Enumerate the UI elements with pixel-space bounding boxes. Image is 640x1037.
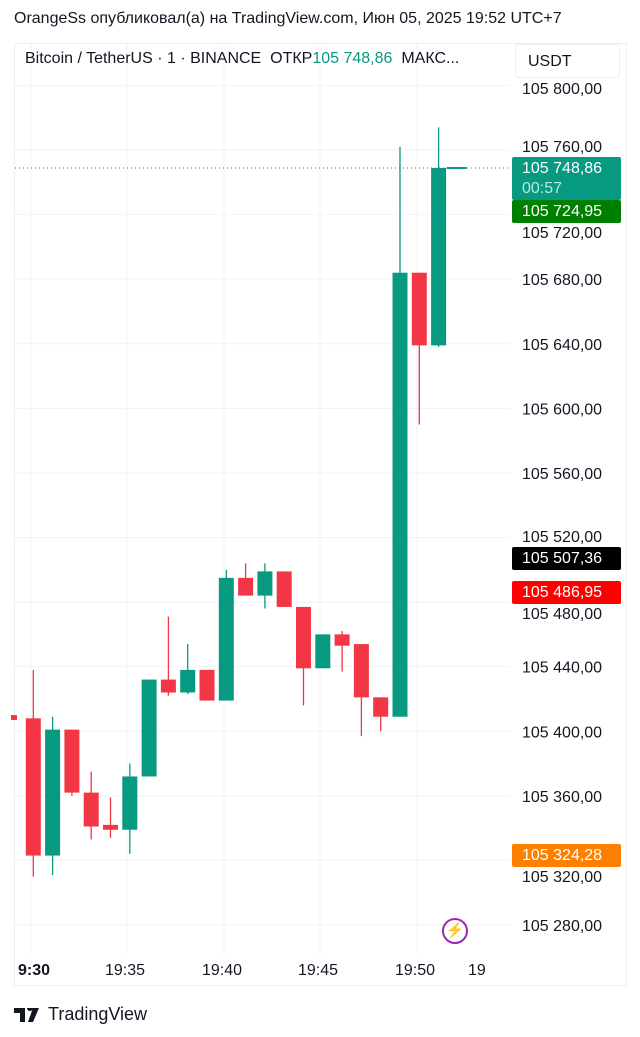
bid-badge: 105 724,95 (512, 200, 621, 223)
candle-body (180, 669, 196, 693)
symbol-legend[interactable]: Bitcoin / TetherUS · 1 · BINANCE ОТКР105… (25, 50, 459, 68)
y-tick-label: 105 360,00 (522, 789, 602, 806)
candle-body (334, 634, 350, 646)
x-tick-label: 9:30 (18, 962, 50, 979)
candle-body (45, 729, 61, 856)
candle-body (25, 718, 41, 856)
y-tick-label: 105 320,00 (522, 869, 602, 886)
candle-body (276, 571, 292, 607)
y-tick-label: 105 560,00 (522, 466, 602, 483)
brand-name: TradingView (48, 1004, 148, 1024)
publish-info: OrangeSs опубликовал(а) на TradingView.c… (14, 10, 562, 27)
candle-body (411, 272, 427, 346)
countdown: 00:57 (522, 180, 563, 197)
open-label: ОТКР (270, 50, 313, 67)
legend-more: МАКС... (401, 50, 460, 67)
candle-body (392, 272, 408, 717)
candle-body (218, 577, 234, 701)
last-price-badge: 105 748,86 00:57 (512, 157, 621, 200)
y-tick-label: 105 520,00 (522, 529, 602, 546)
y-tick-label: 105 800,00 (522, 81, 602, 98)
y-tick-label: 105 480,00 (522, 606, 602, 623)
x-tick-label: 19:35 (105, 962, 145, 979)
y-tick-label: 105 280,00 (522, 918, 602, 935)
candle-body (122, 776, 138, 830)
x-tick-label: 19:40 (202, 962, 242, 979)
candle-body (160, 679, 176, 693)
y-tick-label: 105 640,00 (522, 337, 602, 354)
candle-body (431, 167, 447, 346)
y-tick-label: 105 440,00 (522, 660, 602, 677)
x-tick-label: 19:45 (298, 962, 338, 979)
candle-body (373, 697, 389, 717)
price-badge-black: 105 507,36 (512, 547, 621, 570)
candle-body (315, 634, 331, 669)
candle-body (353, 644, 369, 698)
x-tick-label: 19 (468, 962, 486, 979)
candle-body (199, 669, 215, 701)
candle-body (296, 606, 311, 669)
y-tick-label: 105 400,00 (522, 724, 602, 741)
last-price: 105 748,86 (522, 160, 603, 177)
footer-logo: TradingView (14, 1004, 147, 1025)
candle-body (141, 679, 157, 777)
candle-body (238, 577, 254, 596)
price-badge-red: 105 486,95 (512, 581, 621, 604)
lightning-icon[interactable]: ⚡ (442, 918, 468, 944)
symbol-name: Bitcoin / TetherUS · 1 · BINANCE (25, 50, 262, 67)
y-tick-label: 105 600,00 (522, 401, 602, 418)
candle-body (103, 824, 118, 830)
price-badge-orange: 105 324,28 (512, 844, 621, 867)
candle-body (11, 715, 17, 720)
candle-body (64, 729, 80, 793)
y-tick-label: 105 760,00 (522, 139, 602, 156)
open-value: 105 748,86 (312, 50, 393, 67)
y-tick-label: 105 720,00 (522, 225, 602, 242)
candle-body (257, 571, 273, 596)
candle-body (83, 792, 99, 827)
tradingview-logo-icon (14, 1007, 39, 1022)
currency-button[interactable]: USDT (515, 44, 620, 78)
y-tick-label: 105 680,00 (522, 272, 602, 289)
chart-frame[interactable] (14, 43, 627, 986)
x-tick-label: 19:50 (395, 962, 435, 979)
